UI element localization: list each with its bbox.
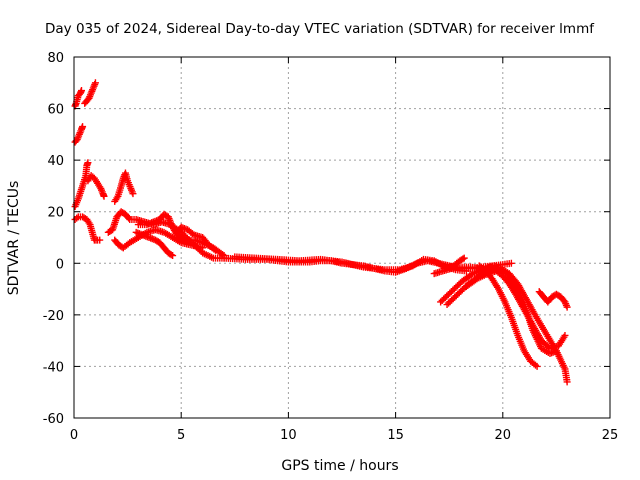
series-arc-g bbox=[111, 169, 137, 205]
data-point bbox=[91, 79, 99, 87]
y-tick-label: -60 bbox=[43, 412, 64, 427]
series-arc-p bbox=[441, 254, 468, 272]
y-tick-label: -40 bbox=[43, 360, 64, 375]
data-point bbox=[561, 331, 569, 339]
x-tick-label: 0 bbox=[70, 428, 78, 443]
series-arc-u bbox=[535, 288, 571, 311]
data-point bbox=[531, 361, 539, 369]
plot-frame bbox=[73, 56, 611, 419]
y-tick-label: 0 bbox=[56, 257, 64, 272]
series-arc-l bbox=[173, 223, 220, 254]
data-points bbox=[71, 79, 571, 386]
series-arc-t bbox=[475, 262, 541, 370]
data-point bbox=[533, 362, 541, 370]
chart-title: Day 035 of 2024, Sidereal Day-to-day VTE… bbox=[45, 21, 595, 37]
series-arc-e bbox=[84, 172, 108, 200]
data-point bbox=[125, 214, 133, 222]
data-point bbox=[219, 250, 227, 258]
data-point bbox=[507, 259, 515, 267]
data-point bbox=[96, 236, 104, 244]
series-arc-i bbox=[111, 226, 207, 252]
data-point bbox=[167, 251, 175, 259]
y-tick-label: -20 bbox=[43, 309, 64, 324]
x-tick-label: 15 bbox=[387, 428, 404, 443]
data-point bbox=[169, 252, 177, 260]
data-point bbox=[100, 192, 108, 200]
data-point bbox=[459, 255, 467, 263]
x-tick-label: 20 bbox=[495, 428, 512, 443]
y-tick-label: 80 bbox=[47, 51, 64, 66]
data-point bbox=[129, 190, 137, 198]
series-arc-d bbox=[71, 159, 92, 211]
data-point bbox=[79, 123, 87, 131]
x-axis-title: GPS time / hours bbox=[281, 458, 398, 474]
series-arc-n bbox=[231, 253, 470, 275]
series-arc-f bbox=[71, 213, 104, 244]
axis-ticks: 0 5 10 15 20 25 -60 -40 -20 0 20 40 60 80 bbox=[43, 51, 619, 443]
data-point bbox=[84, 159, 92, 167]
y-axis-title: SDTVAR / TECUs bbox=[6, 181, 22, 296]
y-tick-label: 40 bbox=[47, 154, 64, 169]
y-tick-label: 60 bbox=[47, 103, 64, 118]
x-tick-label: 10 bbox=[280, 428, 297, 443]
y-tick-label: 20 bbox=[47, 206, 64, 221]
data-point bbox=[78, 87, 86, 95]
x-tick-label: 25 bbox=[602, 428, 619, 443]
series-arc-c bbox=[81, 79, 99, 107]
data-point bbox=[212, 246, 220, 254]
series-arc-j bbox=[132, 228, 177, 260]
grid bbox=[74, 57, 610, 418]
data-point bbox=[210, 245, 218, 253]
x-tick-label: 5 bbox=[177, 428, 185, 443]
series-arc-a bbox=[71, 123, 87, 146]
series-arc-b bbox=[71, 87, 86, 110]
data-point bbox=[563, 303, 571, 311]
data-point bbox=[460, 254, 468, 262]
data-point bbox=[563, 378, 571, 386]
